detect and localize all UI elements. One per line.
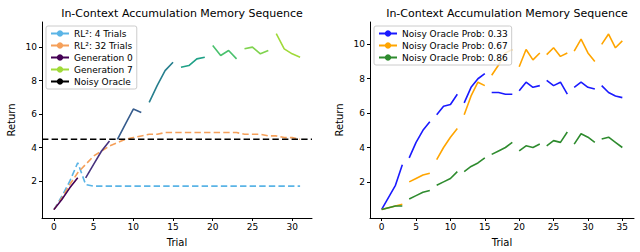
svg-text:2: 2	[31, 176, 37, 186]
svg-text:Return: Return	[334, 103, 345, 136]
svg-text:In-Context Accumulation Memory: In-Context Accumulation Memory Sequence	[386, 7, 628, 20]
svg-text:10: 10	[26, 42, 38, 52]
svg-text:10: 10	[445, 222, 457, 232]
svg-text:6: 6	[31, 109, 37, 119]
svg-text:30: 30	[582, 222, 594, 232]
svg-text:25: 25	[548, 222, 559, 232]
svg-text:5: 5	[91, 222, 97, 232]
svg-text:Return: Return	[6, 103, 17, 136]
svg-text:0: 0	[379, 222, 385, 232]
svg-text:10: 10	[128, 222, 140, 232]
svg-text:Trial: Trial	[166, 237, 187, 248]
svg-text:8: 8	[359, 74, 365, 84]
svg-text:4: 4	[31, 143, 37, 153]
svg-text:RL²: 4 Trials: RL²: 4 Trials	[74, 29, 127, 39]
svg-text:0: 0	[51, 222, 57, 232]
svg-text:Noisy Oracle: Noisy Oracle	[74, 77, 131, 87]
svg-text:5: 5	[413, 222, 419, 232]
svg-text:Generation 0: Generation 0	[74, 53, 133, 63]
svg-text:4: 4	[359, 143, 365, 153]
svg-text:6: 6	[359, 108, 365, 118]
svg-text:2: 2	[359, 177, 365, 187]
svg-text:15: 15	[167, 222, 178, 232]
svg-text:30: 30	[286, 222, 298, 232]
svg-text:10: 10	[354, 39, 366, 49]
svg-text:25: 25	[247, 222, 258, 232]
svg-text:15: 15	[479, 222, 490, 232]
svg-text:Generation 7: Generation 7	[74, 65, 133, 75]
svg-text:35: 35	[617, 222, 628, 232]
svg-text:Noisy Oracle Prob: 0.33: Noisy Oracle Prob: 0.33	[402, 29, 508, 39]
svg-text:RL²: 32 Trials: RL²: 32 Trials	[74, 41, 132, 51]
svg-text:Noisy Oracle Prob: 0.86: Noisy Oracle Prob: 0.86	[402, 53, 508, 63]
svg-text:Noisy Oracle Prob: 0.67: Noisy Oracle Prob: 0.67	[402, 41, 508, 51]
svg-text:In-Context Accumulation Memory: In-Context Accumulation Memory Sequence	[61, 7, 303, 20]
svg-text:Trial: Trial	[491, 237, 512, 248]
svg-text:8: 8	[31, 76, 37, 86]
svg-text:20: 20	[513, 222, 525, 232]
svg-text:20: 20	[207, 222, 219, 232]
